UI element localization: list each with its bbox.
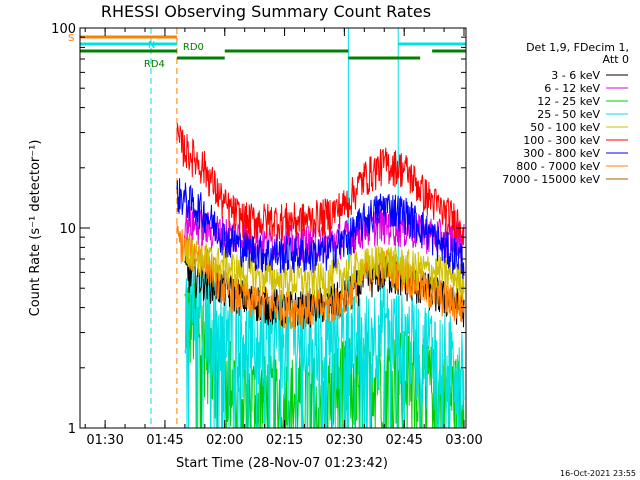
legend-entry-7: 800 - 7000 keV: [516, 160, 600, 173]
y-tick-label-0: 1: [68, 422, 76, 437]
series-line-3: [184, 264, 465, 429]
flag-label-1: N: [148, 40, 155, 51]
legend-entry-1: 6 - 12 keV: [544, 82, 600, 95]
y-axis-label: Count Rate (s⁻¹ detector⁻¹): [28, 140, 43, 317]
x-tick-label-1: 01:45: [146, 433, 183, 448]
x-tick-label-5: 02:45: [385, 433, 422, 448]
legend-entry-5: 100 - 300 keV: [523, 134, 600, 147]
legend-header-0: Det 1,9, FDecim 1,: [526, 41, 629, 54]
flag-label-3: RD0: [183, 42, 204, 53]
chart-title: RHESSI Observing Summary Count Rates: [101, 2, 431, 21]
series-line-6: [176, 178, 465, 279]
series-line-5: [176, 123, 465, 244]
legend-header-1: Att 0: [603, 53, 629, 66]
plot-area: S N RD0 RD4: [68, 28, 467, 429]
legend-entry-4: 50 - 100 keV: [530, 121, 600, 134]
legend-entry-0: 3 - 6 keV: [551, 69, 600, 82]
legend-entry-6: 300 - 800 keV: [523, 147, 600, 160]
y-tick-label-1: 10: [59, 222, 76, 237]
timestamp: 16-Oct-2021 23:55: [560, 469, 636, 478]
flag-label-6: RD4: [144, 59, 165, 70]
series-line-4: [184, 233, 465, 301]
legend-entry-3: 25 - 50 keV: [537, 108, 600, 121]
x-tick-label-4: 02:30: [326, 433, 363, 448]
flag-label-0: S: [68, 33, 74, 44]
legend-entry-2: 12 - 25 keV: [537, 95, 600, 108]
axes: 01:30 01:45 02:00 02:15 02:30 02:45 03:00 1 10 10…: [51, 22, 483, 448]
x-axis-label: Start Time (28-Nov-07 01:23:42): [176, 456, 388, 471]
y-tick-label-2: 100: [51, 22, 76, 37]
legend-entry-8: 7000 - 15000 keV: [502, 173, 600, 186]
x-tick-label-6: 03:00: [445, 433, 482, 448]
x-tick-label-2: 02:00: [206, 433, 243, 448]
x-tick-label-3: 02:15: [266, 433, 303, 448]
x-tick-label-0: 01:30: [86, 433, 123, 448]
